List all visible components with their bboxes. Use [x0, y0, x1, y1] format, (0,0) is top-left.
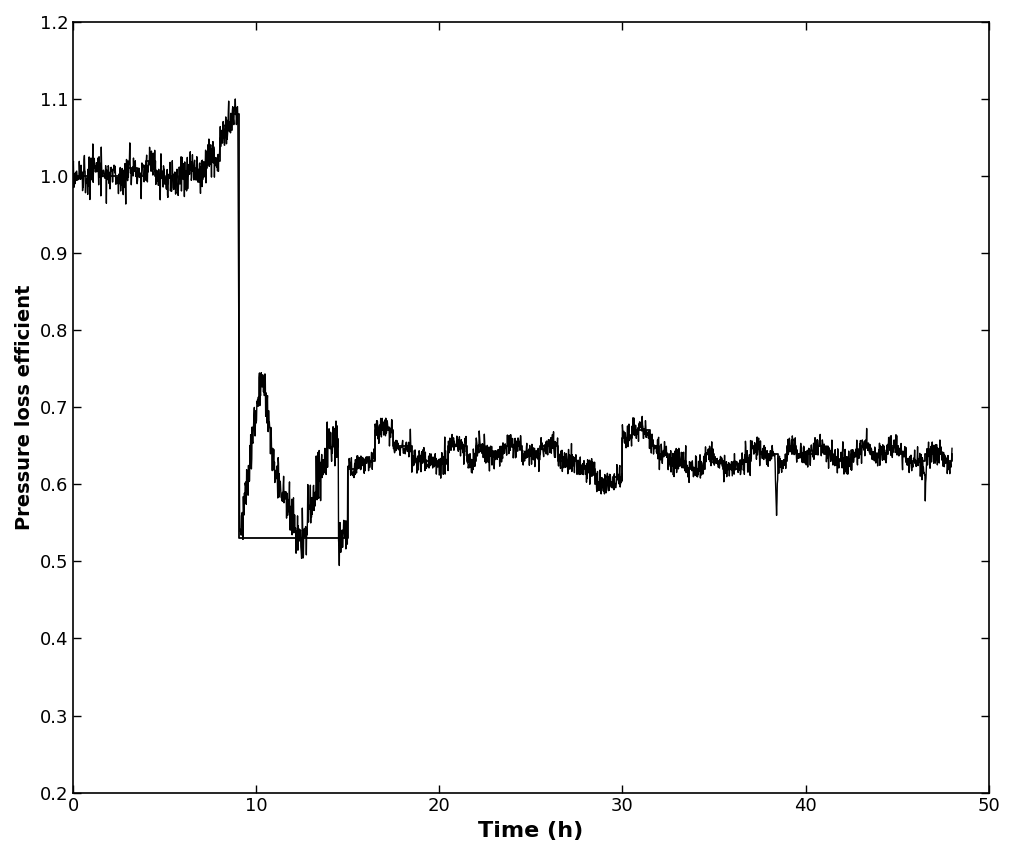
Y-axis label: Pressure loss efficient: Pressure loss efficient: [15, 284, 33, 530]
X-axis label: Time (h): Time (h): [478, 821, 584, 841]
